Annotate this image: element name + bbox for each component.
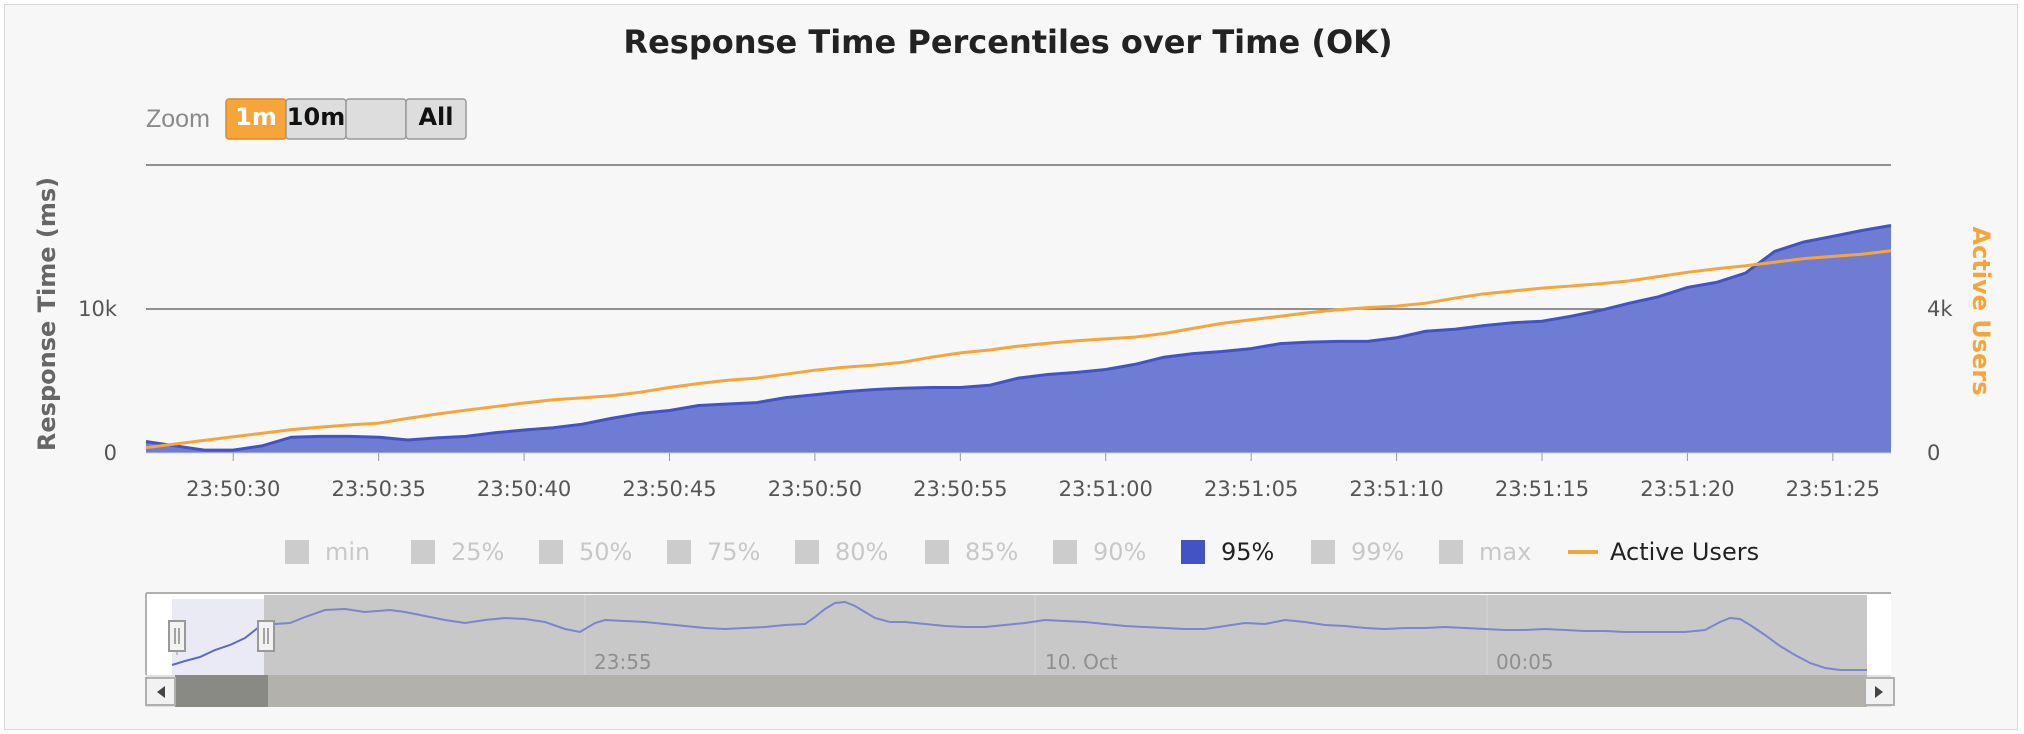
legend-box-symbol <box>925 540 949 564</box>
navigator-label: 00:05 <box>1496 650 1554 674</box>
y-axis-left: 0 10k <box>78 297 118 465</box>
zoom-button-10m[interactable]: 10m <box>285 98 347 140</box>
chart-svg: Response Time Percentiles over Time (OK)… <box>33 23 1995 707</box>
zoom-button-label: 10m <box>287 103 345 131</box>
legend: min 25% 50% 75% 80% 85% 90% 95% 99% max Active Use… <box>285 538 1759 566</box>
scrollbar-fill <box>175 675 1867 707</box>
legend-item-80-[interactable]: 80% <box>795 538 888 566</box>
x-tick-label: 23:51:10 <box>1349 477 1443 501</box>
zoom-button-label: All <box>418 103 453 131</box>
chart-container: Response Time Percentiles over Time (OK)… <box>4 4 2018 730</box>
navigator-label: 10. Oct <box>1045 650 1118 674</box>
legend-item-95-[interactable]: 95% <box>1181 538 1274 566</box>
legend-item-90-[interactable]: 90% <box>1053 538 1146 566</box>
x-tick-label: 23:50:50 <box>768 477 862 501</box>
navigator-series-line <box>263 600 1867 671</box>
zoom-button-1m[interactable]: 1m <box>225 98 287 140</box>
legend-label: 25% <box>451 538 504 566</box>
legend-label: 90% <box>1093 538 1146 566</box>
legend-label: Active Users <box>1610 538 1759 566</box>
legend-item-max[interactable]: max <box>1439 538 1531 566</box>
legend-box-symbol <box>1181 540 1205 564</box>
legend-item-85-[interactable]: 85% <box>925 538 1018 566</box>
legend-box-symbol <box>1311 540 1335 564</box>
legend-box-symbol <box>795 540 819 564</box>
legend-box-symbol <box>1439 540 1463 564</box>
legend-label: 85% <box>965 538 1018 566</box>
legend-label: 99% <box>1351 538 1404 566</box>
legend-label: 50% <box>579 538 632 566</box>
y-axis-title-right: Active Users <box>1967 227 1995 396</box>
navigator-handle-right[interactable] <box>257 620 275 652</box>
series-line-1 <box>145 249 1892 450</box>
x-tick-label: 23:51:25 <box>1786 477 1880 501</box>
zoom-button-blank[interactable] <box>345 98 407 140</box>
series-area-0 <box>146 225 1891 453</box>
series-line-0 <box>145 224 1892 452</box>
x-tick-label: 23:50:55 <box>913 477 1007 501</box>
navigator-handle-left[interactable] <box>168 620 186 652</box>
legend-item-active-users[interactable]: Active Users <box>1568 538 1759 566</box>
legend-label: 80% <box>835 538 888 566</box>
zoom-label: Zoom <box>146 105 210 133</box>
x-tick-label: 23:51:20 <box>1640 477 1734 501</box>
y-tick-label-left: 10k <box>78 297 118 321</box>
legend-box-symbol <box>285 540 309 564</box>
scrollbar-right-arrow[interactable] <box>1864 677 1895 706</box>
legend-box-symbol <box>667 540 691 564</box>
legend-item-99-[interactable]: 99% <box>1311 538 1404 566</box>
legend-item-75-[interactable]: 75% <box>667 538 760 566</box>
navigator: 23:55 10. Oct 00:05 <box>145 592 1895 707</box>
scrollbar-thumb[interactable] <box>175 675 268 707</box>
x-tick-label: 23:51:00 <box>1059 477 1153 501</box>
y-axis-right: 0 4k <box>1927 297 1953 465</box>
legend-label: max <box>1479 538 1531 566</box>
legend-item-min[interactable]: min <box>285 538 370 566</box>
zoom-button-label: 1m <box>235 103 277 131</box>
x-axis: 23:50:30 23:50:35 23:50:40 23:50:45 23:50:50… <box>186 453 1880 501</box>
scrollbar-left-arrow[interactable] <box>145 677 176 706</box>
y-tick-label-right: 0 <box>1927 441 1940 465</box>
legend-box-symbol <box>411 540 435 564</box>
navigator-selected-area <box>172 599 264 675</box>
x-tick-label: 23:50:40 <box>477 477 571 501</box>
y-axis-title-left: Response Time (ms) <box>33 177 61 451</box>
legend-label: min <box>325 538 370 566</box>
x-tick-label: 23:50:30 <box>186 477 280 501</box>
legend-label: 95% <box>1221 538 1274 566</box>
legend-box-symbol <box>1053 540 1077 564</box>
navigator-mask[interactable] <box>264 595 1867 675</box>
legend-box-symbol <box>539 540 563 564</box>
x-tick-label: 23:50:35 <box>332 477 426 501</box>
x-tick-label: 23:50:45 <box>622 477 716 501</box>
x-tick-label: 23:51:15 <box>1495 477 1589 501</box>
legend-item-50-[interactable]: 50% <box>539 538 632 566</box>
navigator-selected-line <box>171 622 265 666</box>
legend-label: 75% <box>707 538 760 566</box>
grid <box>146 164 1891 310</box>
plot-area <box>145 224 1892 454</box>
chart-title: Response Time Percentiles over Time (OK) <box>623 23 1392 61</box>
zoom-button-All[interactable]: All <box>405 98 467 140</box>
y-tick-label-left: 0 <box>104 441 117 465</box>
legend-item-25-[interactable]: 25% <box>411 538 504 566</box>
y-tick-label-right: 4k <box>1927 297 1953 321</box>
navigator-label: 23:55 <box>594 650 652 674</box>
zoom-button-group: 1m 10m All <box>225 98 467 140</box>
x-tick-label: 23:51:05 <box>1204 477 1298 501</box>
